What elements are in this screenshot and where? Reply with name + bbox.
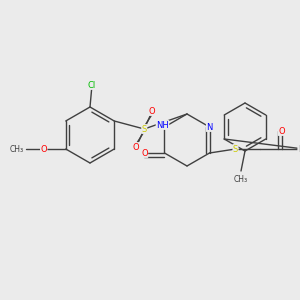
Text: NH: NH	[298, 145, 300, 154]
Text: CH₃: CH₃	[234, 175, 248, 184]
Text: N: N	[206, 122, 213, 131]
Text: CH₃: CH₃	[10, 145, 24, 154]
Text: O: O	[40, 145, 47, 154]
Text: Cl: Cl	[88, 80, 96, 89]
Text: S: S	[233, 145, 238, 154]
Text: O: O	[278, 127, 285, 136]
Text: O: O	[133, 142, 140, 152]
Text: O: O	[149, 106, 156, 116]
Text: O: O	[141, 148, 148, 158]
Text: NH: NH	[156, 121, 169, 130]
Text: S: S	[142, 124, 147, 134]
